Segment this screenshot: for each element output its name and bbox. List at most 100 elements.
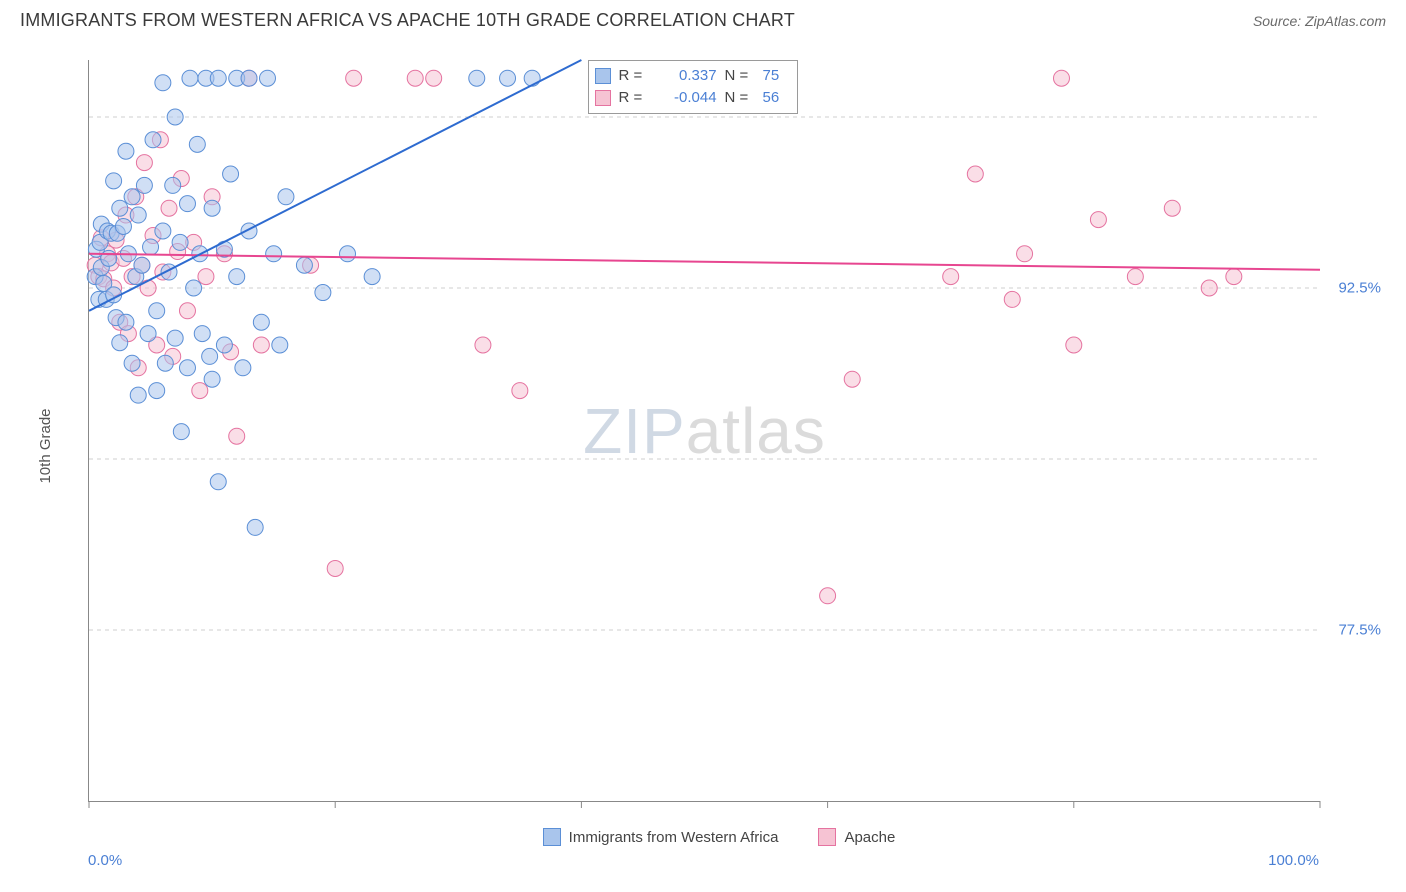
legend-swatch-icon [818,828,836,846]
data-point [179,303,195,319]
data-point [204,200,220,216]
data-point [130,387,146,403]
data-point [1066,337,1082,353]
data-point [346,70,362,86]
scatter-chart-svg [89,60,1320,801]
data-point [475,337,491,353]
data-point [229,428,245,444]
data-point [1127,269,1143,285]
data-point [426,70,442,86]
data-point [202,348,218,364]
y-tick-label: 77.5% [1338,622,1381,639]
stats-r-label: R = [619,65,649,87]
data-point [155,75,171,91]
data-point [210,474,226,490]
data-point [194,326,210,342]
data-point [229,269,245,285]
data-point [167,330,183,346]
plot-area: ZIPatlas R =0.337N =75R =-0.044N =56 [88,60,1320,802]
data-point [296,257,312,273]
stats-row: R =-0.044N =56 [595,87,791,109]
stats-n-label: N = [725,87,755,109]
data-point [130,207,146,223]
data-point [241,70,257,86]
data-point [198,269,214,285]
data-point [173,424,189,440]
stats-legend-box: R =0.337N =75R =-0.044N =56 [588,60,798,114]
data-point [149,303,165,319]
data-point [1004,291,1020,307]
data-point [101,250,117,266]
data-point [161,200,177,216]
data-point [112,335,128,351]
data-point [149,383,165,399]
data-point [172,234,188,250]
data-point [1017,246,1033,262]
data-point [189,136,205,152]
legend-swatch-icon [543,828,561,846]
data-point [106,173,122,189]
x-tick-label: 100.0% [1268,852,1319,869]
data-point [140,326,156,342]
data-point [210,70,226,86]
data-point [182,70,198,86]
data-point [327,560,343,576]
trendline-western-africa [89,60,581,311]
data-point [1201,280,1217,296]
stats-swatch-icon [595,68,611,84]
legend-label: Immigrants from Western Africa [569,829,779,846]
data-point [157,355,173,371]
data-point [223,166,239,182]
stats-n-label: N = [725,65,755,87]
stats-row: R = 0.337 N = 75 [595,65,791,87]
data-point [136,177,152,193]
data-point [124,355,140,371]
data-point [315,285,331,301]
data-point [165,177,181,193]
x-tick-label: 0.0% [88,852,122,869]
data-point [266,246,282,262]
data-point [124,189,140,205]
y-tick-label: 92.5% [1338,280,1381,297]
stats-r-value: -0.044 [657,87,717,109]
data-point [179,196,195,212]
data-point [1090,212,1106,228]
data-point [1164,200,1180,216]
stats-swatch-icon [595,90,611,106]
legend-label: Apache [844,829,895,846]
header: IMMIGRANTS FROM WESTERN AFRICA VS APACHE… [0,0,1406,31]
legend-item: Apache [818,828,895,846]
data-point [1053,70,1069,86]
data-point [235,360,251,376]
data-point [1226,269,1242,285]
data-point [259,70,275,86]
data-point [118,314,134,330]
data-point [407,70,423,86]
data-point [272,337,288,353]
stats-r-label: R = [619,87,649,109]
data-point [943,269,959,285]
data-point [253,314,269,330]
data-point [364,269,380,285]
data-point [143,239,159,255]
data-point [500,70,516,86]
data-point [145,132,161,148]
stats-r-value: 0.337 [657,65,717,87]
data-point [247,519,263,535]
data-point [186,280,202,296]
data-point [340,246,356,262]
legend-item: Immigrants from Western Africa [543,828,779,846]
series-western-africa [87,70,540,535]
data-point [278,189,294,205]
data-point [469,70,485,86]
stats-n-value: 75 [763,65,791,87]
chart-container: ZIPatlas R =0.337N =75R =-0.044N =56 77.… [48,60,1390,852]
data-point [118,143,134,159]
data-point [512,383,528,399]
data-point [140,280,156,296]
data-point [192,383,208,399]
data-point [112,200,128,216]
page-title: IMMIGRANTS FROM WESTERN AFRICA VS APACHE… [20,10,795,31]
data-point [216,337,232,353]
data-point [253,337,269,353]
